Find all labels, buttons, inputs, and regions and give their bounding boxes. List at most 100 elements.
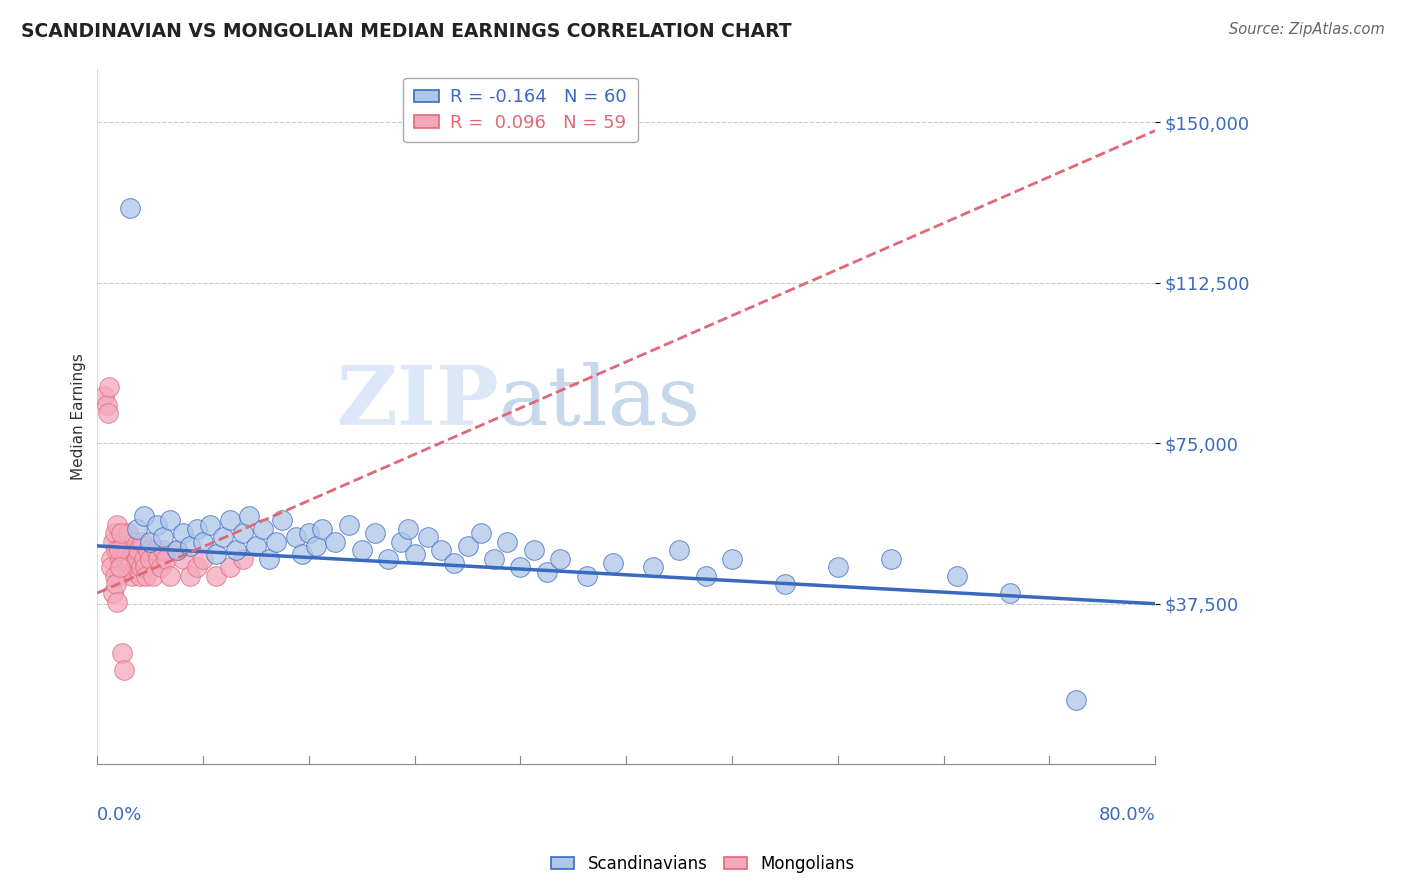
Point (97, 406, 120, 420)
Point (145, 543, 167, 558)
Point (132, 551, 155, 566)
Point (218, 513, 240, 527)
Point (482, 551, 505, 566)
Point (159, 569, 181, 583)
Point (523, 543, 546, 558)
Point (107, 569, 129, 583)
Point (198, 517, 221, 532)
Point (124, 534, 146, 549)
Point (125, 551, 148, 566)
Point (325, 534, 347, 549)
Point (212, 530, 235, 544)
Point (311, 522, 333, 536)
Point (121, 569, 143, 583)
Point (205, 548, 228, 562)
Point (602, 556, 624, 570)
Point (115, 543, 138, 558)
Point (155, 551, 177, 566)
Point (111, 646, 134, 660)
Point (166, 543, 188, 558)
Point (232, 551, 254, 566)
Point (536, 565, 558, 579)
Point (350, 543, 373, 558)
Point (509, 560, 531, 574)
Legend: Scandinavians, Mongolians: Scandinavians, Mongolians (544, 848, 862, 880)
Point (152, 530, 174, 544)
Point (457, 539, 479, 553)
Point (238, 508, 260, 523)
Point (641, 560, 664, 574)
Point (257, 551, 280, 566)
Point (391, 534, 413, 549)
Point (120, 551, 142, 566)
Text: 80.0%: 80.0% (1098, 806, 1156, 824)
Point (125, 522, 148, 536)
Point (284, 530, 307, 544)
Point (232, 526, 254, 541)
Point (111, 543, 134, 558)
Point (264, 534, 287, 549)
Point (245, 539, 267, 553)
Point (93, 389, 115, 403)
Point (159, 513, 181, 527)
Point (291, 548, 314, 562)
Point (880, 551, 903, 566)
Point (129, 560, 152, 574)
Point (252, 522, 274, 536)
Point (304, 539, 326, 553)
Point (117, 526, 139, 541)
Point (496, 534, 519, 549)
Point (118, 560, 141, 574)
Point (443, 556, 465, 570)
Point (548, 551, 571, 566)
Y-axis label: Median Earnings: Median Earnings (72, 353, 86, 480)
Text: SCANDINAVIAN VS MONGOLIAN MEDIAN EARNINGS CORRELATION CHART: SCANDINAVIAN VS MONGOLIAN MEDIAN EARNING… (21, 22, 792, 41)
Point (132, 508, 155, 523)
Point (114, 551, 136, 566)
Point (112, 663, 135, 677)
Point (125, 560, 148, 574)
Point (98, 380, 121, 394)
Point (205, 569, 228, 583)
Point (668, 543, 690, 558)
Point (191, 551, 214, 566)
Point (218, 560, 240, 574)
Legend: R = -0.164   N = 60, R =  0.096   N = 59: R = -0.164 N = 60, R = 0.096 N = 59 (404, 78, 638, 143)
Point (139, 551, 162, 566)
Point (152, 543, 174, 558)
Point (103, 586, 125, 600)
Point (108, 560, 131, 574)
Point (149, 560, 172, 574)
Point (96, 398, 118, 412)
Point (172, 526, 194, 541)
Point (120, 201, 142, 215)
Point (122, 543, 145, 558)
Point (721, 551, 744, 566)
Point (104, 543, 127, 558)
Point (135, 569, 157, 583)
Point (103, 569, 125, 583)
Point (112, 534, 135, 549)
Point (112, 565, 135, 579)
Text: Source: ZipAtlas.com: Source: ZipAtlas.com (1229, 22, 1385, 37)
Point (110, 560, 132, 574)
Point (695, 569, 717, 583)
Text: 0.0%: 0.0% (97, 806, 143, 824)
Point (271, 513, 294, 527)
Point (142, 569, 165, 583)
Point (105, 594, 128, 608)
Point (377, 551, 399, 566)
Point (191, 534, 214, 549)
Point (827, 560, 849, 574)
Point (148, 551, 170, 566)
Point (139, 534, 162, 549)
Point (225, 543, 247, 558)
Point (416, 530, 439, 544)
Point (108, 551, 131, 566)
Point (103, 534, 125, 549)
Point (337, 517, 360, 532)
Point (364, 526, 387, 541)
Point (105, 517, 128, 532)
Point (134, 560, 156, 574)
Point (575, 569, 598, 583)
